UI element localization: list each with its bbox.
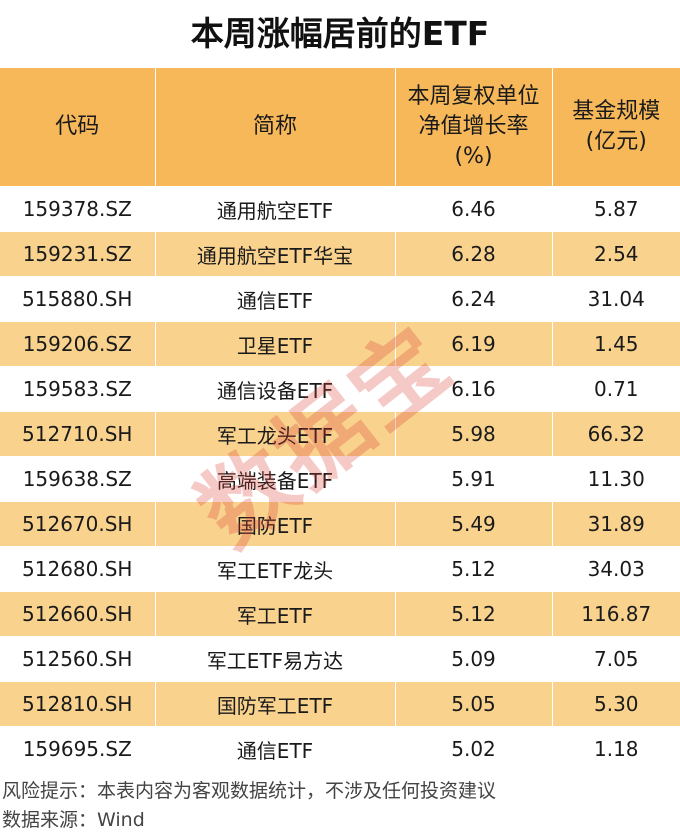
cell-code: 515880.SH [0, 277, 155, 322]
cell-scale: 2.54 [552, 232, 680, 277]
cell-growth: 5.98 [395, 412, 552, 457]
etf-table: 代码 简称 本周复权单位 净值增长率 (%) 基金规模 (亿元) 159378.… [0, 68, 680, 771]
cell-name: 通用航空ETF [155, 187, 395, 232]
cell-growth: 5.12 [395, 547, 552, 592]
header-growth: 本周复权单位 净值增长率 (%) [395, 68, 552, 187]
header-code: 代码 [0, 68, 155, 187]
cell-scale: 31.89 [552, 502, 680, 547]
header-growth-line1: 本周复权单位 [396, 82, 552, 112]
cell-name: 国防军工ETF [155, 682, 395, 727]
data-source: 数据来源：Wind [2, 806, 680, 835]
cell-code: 159695.SZ [0, 727, 155, 772]
cell-growth: 5.91 [395, 457, 552, 502]
cell-growth: 5.49 [395, 502, 552, 547]
cell-name: 国防ETF [155, 502, 395, 547]
cell-code: 512660.SH [0, 592, 155, 637]
cell-code: 512710.SH [0, 412, 155, 457]
cell-code: 512810.SH [0, 682, 155, 727]
cell-scale: 0.71 [552, 367, 680, 412]
cell-scale: 1.18 [552, 727, 680, 772]
cell-code: 512680.SH [0, 547, 155, 592]
cell-name: 军工ETF易方达 [155, 637, 395, 682]
cell-scale: 11.30 [552, 457, 680, 502]
cell-scale: 7.05 [552, 637, 680, 682]
cell-scale: 5.87 [552, 187, 680, 232]
header-scale-line2: (亿元) [553, 127, 680, 157]
header-growth-line2: 净值增长率 [396, 112, 552, 142]
cell-name: 高端装备ETF [155, 457, 395, 502]
cell-scale: 34.03 [552, 547, 680, 592]
cell-growth: 5.09 [395, 637, 552, 682]
risk-note: 风险提示：本表内容为客观数据统计，不涉及任何投资建议 [2, 777, 680, 806]
cell-name: 通信ETF [155, 727, 395, 772]
cell-code: 159583.SZ [0, 367, 155, 412]
cell-code: 159206.SZ [0, 322, 155, 367]
cell-scale: 66.32 [552, 412, 680, 457]
cell-code: 159638.SZ [0, 457, 155, 502]
cell-growth: 6.28 [395, 232, 552, 277]
footer: 风险提示：本表内容为客观数据统计，不涉及任何投资建议 数据来源：Wind [0, 777, 680, 835]
cell-name: 通信ETF [155, 277, 395, 322]
cell-scale: 116.87 [552, 592, 680, 637]
header-scale: 基金规模 (亿元) [552, 68, 680, 187]
cell-growth: 6.24 [395, 277, 552, 322]
cell-growth: 5.02 [395, 727, 552, 772]
page-title: 本周涨幅居前的ETF [0, 0, 680, 68]
cell-growth: 5.05 [395, 682, 552, 727]
header-growth-line3: (%) [396, 142, 552, 172]
cell-growth: 5.12 [395, 592, 552, 637]
cell-code: 159231.SZ [0, 232, 155, 277]
cell-name: 通信设备ETF [155, 367, 395, 412]
cell-growth: 6.16 [395, 367, 552, 412]
cell-scale: 5.30 [552, 682, 680, 727]
cell-scale: 31.04 [552, 277, 680, 322]
table-header-row: 代码 简称 本周复权单位 净值增长率 (%) 基金规模 (亿元) [0, 68, 680, 187]
cell-name: 卫星ETF [155, 322, 395, 367]
cell-name: 通用航空ETF华宝 [155, 232, 395, 277]
header-scale-line1: 基金规模 [553, 97, 680, 127]
cell-growth: 6.19 [395, 322, 552, 367]
header-name: 简称 [155, 68, 395, 187]
cell-growth: 6.46 [395, 187, 552, 232]
cell-name: 军工ETF [155, 592, 395, 637]
cell-name: 军工龙头ETF [155, 412, 395, 457]
cell-scale: 1.45 [552, 322, 680, 367]
cell-code: 512670.SH [0, 502, 155, 547]
cell-name: 军工ETF龙头 [155, 547, 395, 592]
cell-code: 159378.SZ [0, 187, 155, 232]
cell-code: 512560.SH [0, 637, 155, 682]
